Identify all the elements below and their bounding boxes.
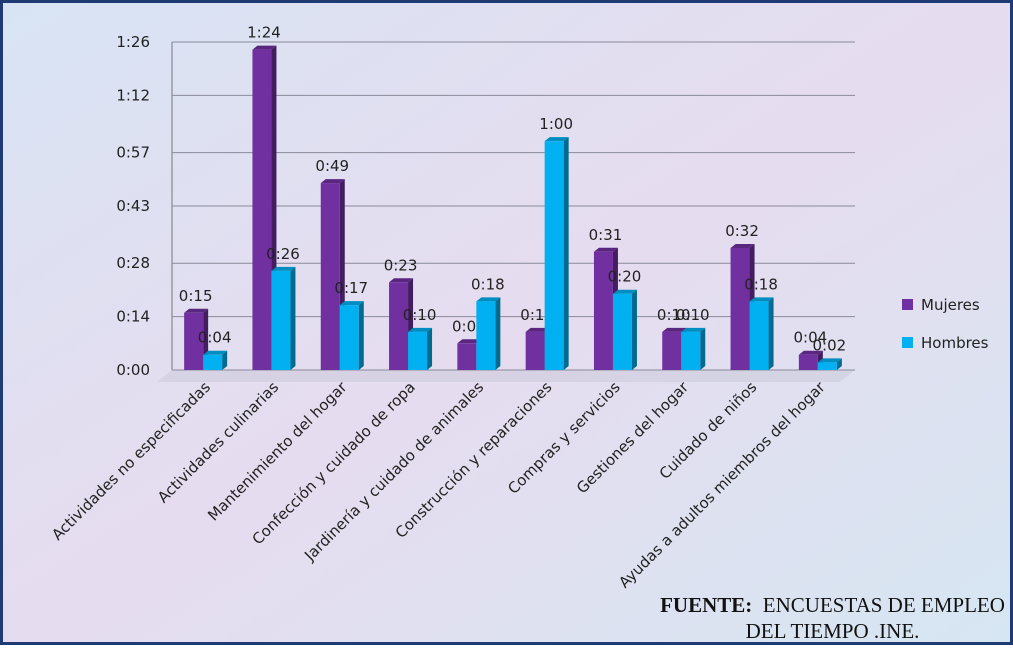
legend-swatch bbox=[902, 299, 913, 310]
bar-front bbox=[476, 301, 496, 370]
bar-top bbox=[525, 327, 550, 332]
bar bbox=[339, 301, 364, 370]
y-tick-label: 0:14 bbox=[116, 308, 150, 326]
bar-top bbox=[339, 301, 364, 306]
bar-top bbox=[681, 327, 706, 332]
bar-front bbox=[612, 293, 632, 370]
bar bbox=[203, 350, 228, 370]
bar-front bbox=[681, 331, 701, 370]
bar-top bbox=[252, 45, 277, 50]
bar-front bbox=[817, 362, 837, 370]
bar-front bbox=[271, 270, 291, 370]
y-tick-label: 0:00 bbox=[116, 361, 150, 379]
value-label: 0:04 bbox=[794, 329, 828, 347]
bar-side bbox=[836, 358, 842, 370]
bar-top bbox=[408, 327, 433, 332]
bar-front bbox=[593, 251, 613, 370]
bar-side bbox=[700, 327, 706, 370]
bar bbox=[817, 358, 842, 370]
value-label: 0:20 bbox=[608, 268, 642, 286]
bar-top bbox=[798, 350, 823, 355]
y-tick-label: 0:43 bbox=[116, 197, 150, 215]
value-label: 0:32 bbox=[725, 222, 759, 240]
value-label: 0:26 bbox=[266, 245, 300, 263]
bar-top bbox=[476, 297, 501, 302]
value-label: 0:04 bbox=[198, 329, 232, 347]
bar-front bbox=[730, 247, 750, 370]
bar-top bbox=[749, 297, 774, 302]
bar-top bbox=[203, 350, 228, 355]
bar-side bbox=[768, 297, 774, 370]
legend-label: Hombres bbox=[921, 334, 989, 352]
bar bbox=[681, 327, 706, 370]
bar-side bbox=[495, 297, 501, 370]
source-text: ENCUESTAS DE EMPLEO DEL TIEMPO .INE. bbox=[745, 593, 1005, 643]
bar-side bbox=[563, 137, 569, 370]
value-label: 0:10 bbox=[403, 306, 437, 324]
bar-top bbox=[457, 339, 482, 344]
value-label: 0:49 bbox=[315, 157, 349, 175]
bar bbox=[408, 327, 433, 370]
y-tick-label: 0:57 bbox=[116, 144, 150, 162]
value-label: 0:23 bbox=[384, 256, 418, 274]
bar-front bbox=[544, 141, 564, 370]
bar-top bbox=[593, 247, 618, 252]
bar-front bbox=[408, 331, 428, 370]
bar-top bbox=[184, 308, 209, 313]
value-label: 0:10 bbox=[657, 306, 691, 324]
bar-front bbox=[798, 354, 818, 370]
y-tick-label: 0:28 bbox=[116, 254, 150, 272]
value-label: 0:10 bbox=[676, 306, 710, 324]
bar-front bbox=[203, 354, 223, 370]
y-tick-label: 1:26 bbox=[116, 33, 150, 51]
bar-top bbox=[730, 243, 755, 248]
source-label: FUENTE: bbox=[660, 593, 753, 617]
bar bbox=[749, 297, 774, 370]
bar-side bbox=[427, 327, 433, 370]
bar-front bbox=[662, 331, 682, 370]
value-label: 0:02 bbox=[813, 336, 847, 354]
value-label: 0:17 bbox=[334, 279, 368, 297]
bar-front bbox=[525, 331, 545, 370]
bar-front bbox=[184, 312, 204, 370]
bar bbox=[271, 266, 296, 370]
bar-top bbox=[320, 179, 345, 184]
bar-front bbox=[339, 305, 359, 370]
bar-top bbox=[612, 289, 637, 294]
bar-top bbox=[271, 266, 296, 271]
bar-side bbox=[222, 350, 228, 370]
bar-side bbox=[631, 289, 637, 370]
bar-top bbox=[817, 358, 842, 363]
bar-top bbox=[544, 137, 569, 142]
bar-side bbox=[358, 301, 364, 370]
bar bbox=[612, 289, 637, 370]
bar-top bbox=[389, 278, 414, 283]
bar bbox=[476, 297, 501, 370]
bar-front bbox=[457, 343, 477, 370]
floor bbox=[157, 370, 855, 382]
value-label: 0:31 bbox=[589, 226, 623, 244]
value-label: 0:15 bbox=[179, 287, 213, 305]
bar-side bbox=[290, 266, 296, 370]
value-label: 0:18 bbox=[471, 275, 505, 293]
bar bbox=[544, 137, 569, 370]
source: FUENTE: ENCUESTAS DE EMPLEO DEL TIEMPO .… bbox=[660, 592, 1005, 644]
legend-label: Mujeres bbox=[921, 296, 980, 314]
legend-swatch bbox=[902, 337, 913, 348]
value-label: 0:18 bbox=[744, 275, 778, 293]
value-label: 1:00 bbox=[539, 115, 573, 133]
bar-front bbox=[389, 282, 409, 370]
bar-top bbox=[662, 327, 687, 332]
value-label: 1:24 bbox=[247, 24, 281, 42]
bar-front bbox=[749, 301, 769, 370]
y-tick-label: 1:12 bbox=[116, 86, 150, 104]
bar-front bbox=[320, 183, 340, 370]
bar-front bbox=[252, 49, 272, 371]
